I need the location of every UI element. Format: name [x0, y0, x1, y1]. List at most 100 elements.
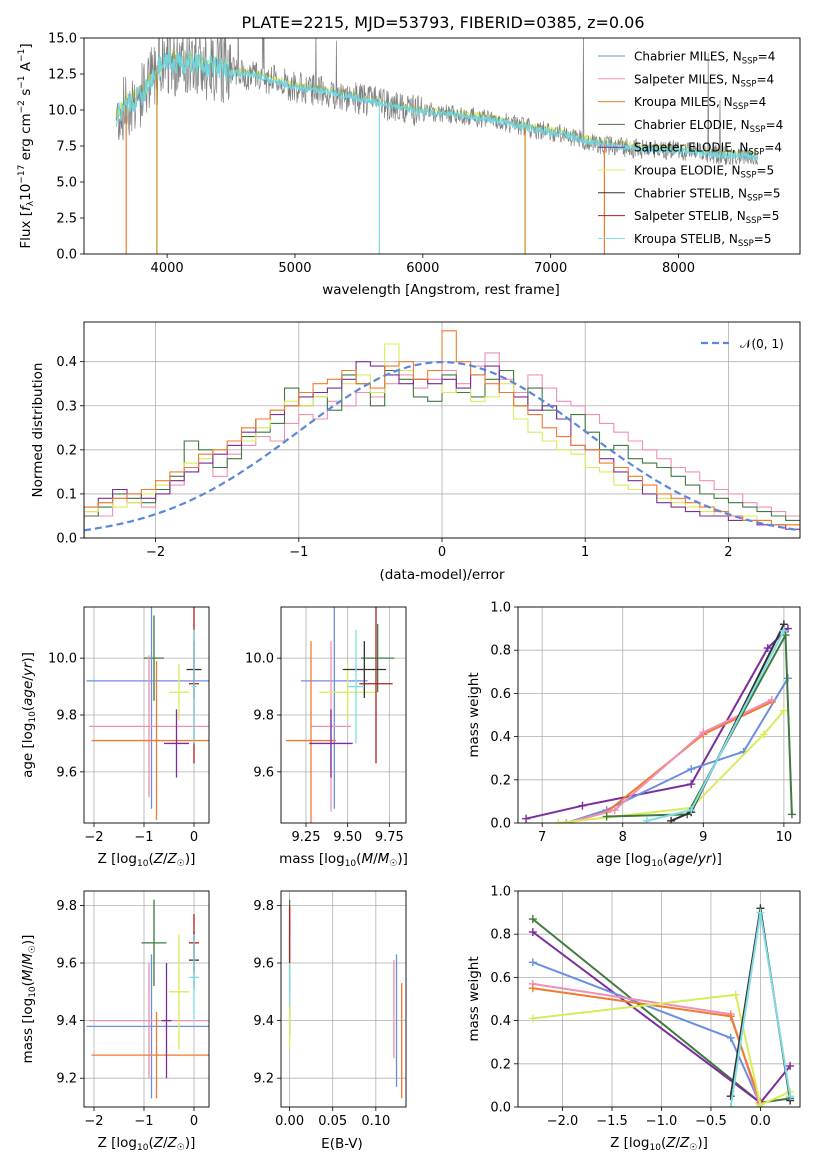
age-vs-Z-xtick-label: 0: [190, 830, 198, 845]
weight-marker: [726, 1092, 735, 1101]
age-vs-Z-ytick-label: 9.6: [56, 765, 77, 780]
age-vs-Z-ylabel: age [log10(age/yr)]: [20, 652, 38, 778]
weight-marker: [767, 695, 776, 704]
age-vs-Z-points: [86, 607, 209, 821]
errorbar-point: [286, 641, 336, 823]
age-vs-mass-points: [286, 607, 395, 823]
spectrum-xtick-label: 7000: [534, 261, 567, 276]
weight-marker: [687, 806, 696, 815]
errorbar-point: [347, 629, 365, 744]
age-vs-Z-xtick-label: −2: [84, 830, 103, 845]
spectrum-ytick-label: 0.0: [56, 248, 77, 263]
weight-marker: [562, 819, 571, 823]
legend-entry: Chabrier ELODIE, NSSP=4: [634, 118, 783, 135]
weight-marker: [687, 765, 696, 773]
weight-marker: [610, 806, 619, 815]
errorbar-point: [141, 899, 167, 987]
weight-marker: [687, 780, 696, 789]
weight-marker: [726, 1103, 735, 1107]
errorbar-point: [164, 709, 189, 778]
mass-vs-EBV-ytick-label: 9.6: [253, 957, 274, 972]
residuals-xlabel: (data-model)/error: [379, 567, 505, 583]
mass-vs-Z-axes: −2 −1 0 9.2 9.4 9.6 9.8: [56, 891, 209, 1129]
weight-vs-Z-frame: [517, 890, 801, 1108]
weight-marker: [726, 1033, 735, 1042]
weight-vs-Z-xtick-label: −1.5: [596, 1114, 628, 1129]
errorbar-point: [309, 709, 353, 778]
mass-vs-EBV-ytick-label: 9.4: [253, 1014, 274, 1029]
errorbar-point: [89, 655, 209, 798]
mass-vs-Z-xtick-label: 0: [190, 1114, 198, 1129]
weight-age-ylabel: mass weight: [466, 672, 482, 757]
age-vs-mass-xtick-label: 9.75: [375, 830, 404, 845]
errorbar-point: [342, 641, 386, 698]
residuals-ytick-label: 0.4: [56, 355, 77, 370]
spectrum-ytick-label: 2.5: [56, 212, 77, 227]
residuals-xtick-label: −2: [146, 545, 165, 560]
mass-vs-Z-ytick-label: 9.8: [56, 899, 77, 914]
weight-marker: [779, 626, 788, 635]
age-vs-Z-xlabel: Z [log10(Z/Z☉)]: [98, 851, 196, 869]
weight-marker: [699, 728, 708, 737]
weight-vs-Z-xtick-label: −0.5: [695, 1114, 727, 1129]
mass-vs-Z-xlabel: Z [log10(Z/Z☉)]: [98, 1135, 196, 1153]
errorbar-point: [319, 663, 376, 721]
residuals-ytick-label: 0.3: [56, 399, 77, 414]
gaussian-legend-label: 𝒩(0, 1): [740, 337, 784, 351]
spectrum-title: PLATE=2215, MJD=53793, FIBERID=0385, z=0…: [241, 13, 644, 32]
weight-marker: [642, 816, 651, 823]
mass-vs-EBV-xtick-label: 0.10: [361, 1114, 390, 1129]
weight-marker: [522, 814, 531, 823]
age-vs-Z-ytick-label: 9.8: [56, 709, 77, 724]
spectrum-xlabel: wavelength [Angstrom, rest frame]: [322, 282, 560, 298]
weight-marker: [667, 816, 676, 823]
spectrum-ytick-label: 10.0: [48, 104, 77, 119]
errorbar-point: [91, 661, 209, 821]
weight-vs-age-ytick-label: 0.0: [490, 817, 511, 832]
weight-vs-Z-ytick-label: 0.2: [490, 1057, 511, 1072]
weight-vs-age-frame: [517, 606, 801, 824]
legend-entry: Salpeter ELODIE, NSSP=4: [634, 141, 782, 158]
errorbar-point: [86, 607, 209, 809]
legend-entry: Salpeter MILES, NSSP=4: [634, 72, 774, 89]
weight-vs-Z-series: [528, 904, 795, 1107]
errorbar-point: [169, 663, 189, 721]
residuals-frame: [83, 321, 801, 539]
weight-vs-Z-xtick-label: −1.0: [646, 1114, 678, 1129]
mass-vs-Z-points: [86, 899, 209, 1099]
age-vs-mass-frame: [280, 606, 407, 824]
legend-entry: Kroupa MILES, NSSP=4: [634, 95, 766, 112]
ebv-xlabel: E(B-V): [321, 1136, 363, 1152]
mass-vs-EBV-ytick-label: 9.2: [253, 1072, 274, 1087]
weight-marker: [528, 915, 537, 924]
spectrum-legend: Chabrier MILES, NSSP=4 Salpeter MILES, NS…: [598, 50, 783, 249]
mass-vs-EBV-ytick-label: 9.8: [253, 899, 274, 914]
weight-vs-Z-ytick-label: 0.6: [490, 971, 511, 986]
errorbar-point: [89, 963, 209, 1079]
weight-marker: [578, 801, 587, 810]
residuals-ylabel: Normed distribution: [30, 363, 46, 498]
legend-entry: Kroupa ELODIE, NSSP=5: [634, 164, 774, 181]
errorbar-point: [144, 615, 164, 701]
weight-vs-age-xtick-label: 9: [699, 830, 707, 845]
spectrum-lines: [115, 38, 759, 254]
weight-vs-age-xlabel: age [log10(age/yr)]: [596, 851, 722, 869]
weight-vs-age-ytick-label: 1.0: [490, 601, 511, 616]
histogram-step: [84, 369, 800, 538]
legend-entry: Salpeter STELIB, NSSP=5: [634, 209, 779, 226]
residuals-axes: −2 −1 0 1 2 0.0 0.1 0.2 0.3 0.4: [56, 322, 800, 560]
weight-line: [558, 710, 785, 823]
weight-vs-Z-xtick-label: −2.0: [547, 1114, 579, 1129]
mass-vs-EBV-frame: [280, 890, 407, 1108]
weight-Z-ylabel: mass weight: [466, 956, 482, 1041]
mass-vs-Z-frame: [83, 890, 210, 1108]
weight-marker: [756, 908, 765, 917]
weight-vs-age-xtick-label: 8: [619, 830, 627, 845]
spectrum-ylabel: Flux [fλ10−17 erg cm−2 s−1 A−1]: [17, 43, 36, 248]
weight-line: [532, 993, 791, 1107]
age-vs-mass-ytick-label: 9.6: [253, 765, 274, 780]
weight-line: [532, 982, 762, 1107]
residuals-ytick-label: 0.2: [56, 443, 77, 458]
spectrum-xtick-label: 5000: [278, 261, 311, 276]
